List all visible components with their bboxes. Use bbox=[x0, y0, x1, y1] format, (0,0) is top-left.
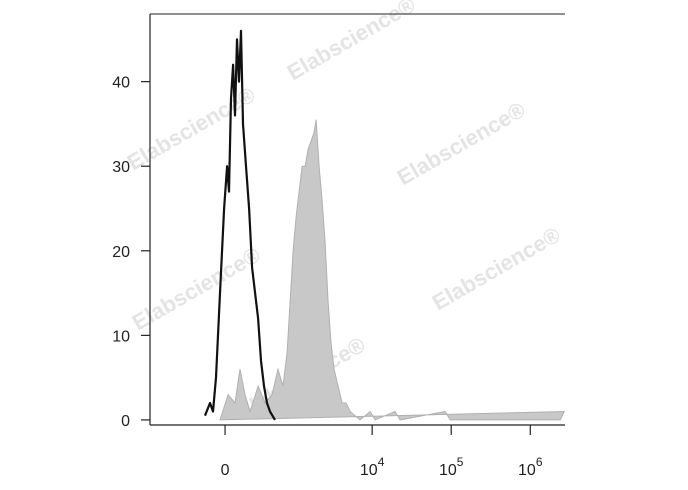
x-tick-exponent: 4 bbox=[378, 455, 385, 469]
histogram-line bbox=[203, 29, 276, 421]
x-tick-base: 10 bbox=[439, 462, 457, 479]
x-tick-base: 10 bbox=[518, 462, 536, 479]
x-tick-label: 105 bbox=[439, 455, 464, 479]
y-tick-label: 40 bbox=[112, 75, 130, 92]
y-tick-label: 0 bbox=[121, 413, 130, 430]
x-tick-exponent: 6 bbox=[536, 455, 543, 469]
x-tick-label: 106 bbox=[518, 455, 543, 479]
x-tick-base: 10 bbox=[360, 462, 378, 479]
y-tick-label: 20 bbox=[112, 244, 130, 261]
histogram-area bbox=[219, 119, 565, 421]
x-tick-label: 0 bbox=[221, 462, 230, 479]
x-tick-label: 104 bbox=[360, 455, 385, 479]
x-tick-exponent: 5 bbox=[457, 455, 464, 469]
y-tick-label: 10 bbox=[112, 328, 130, 345]
y-tick-label: 30 bbox=[112, 159, 130, 176]
